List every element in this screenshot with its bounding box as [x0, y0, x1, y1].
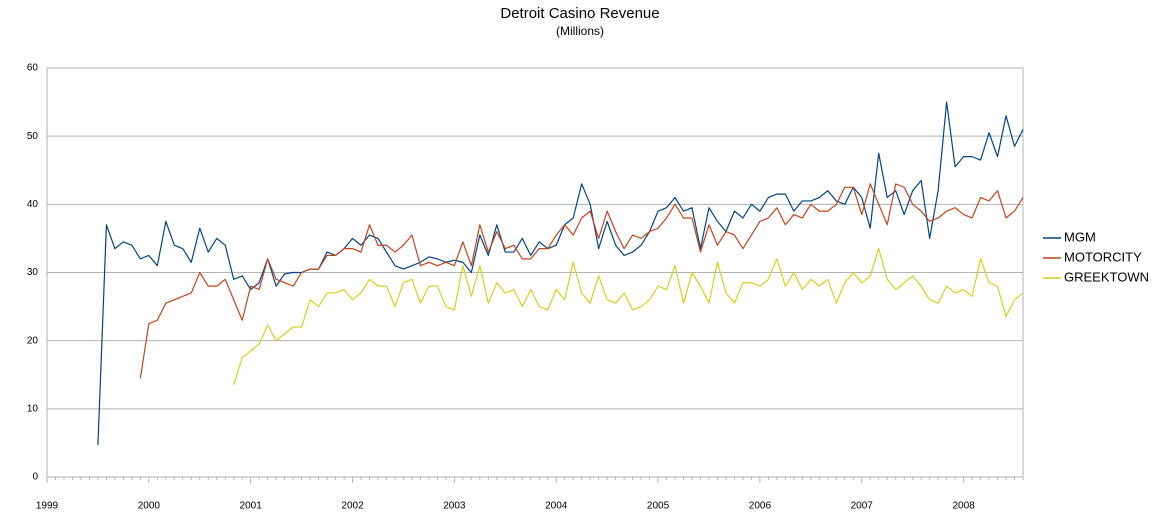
x-tick-label: 2003 [443, 501, 466, 512]
x-tick-label: 2000 [138, 501, 161, 512]
chart-title: Detroit Casino Revenue [500, 5, 659, 22]
x-tick-label: 2007 [851, 501, 874, 512]
x-tick-label: 2002 [341, 501, 364, 512]
legend-label: GREEKTOWN [1064, 269, 1149, 284]
y-tick-label: 20 [27, 335, 39, 346]
y-tick-label: 60 [27, 63, 39, 74]
chart-subtitle: (Millions) [556, 24, 604, 38]
y-tick-label: 10 [27, 403, 39, 414]
legend-label: MOTORCITY [1064, 249, 1142, 264]
series-line [233, 248, 1024, 386]
x-tick-label: 2001 [240, 501, 263, 512]
legend-label: MGM [1064, 229, 1096, 244]
x-tick-label: 2008 [952, 501, 975, 512]
series-line [139, 183, 1024, 379]
x-tick-label: 2004 [545, 501, 568, 512]
series-line [97, 101, 1024, 445]
y-tick-label: 30 [27, 267, 39, 278]
x-tick-label: 1999 [36, 501, 59, 512]
y-tick-label: 0 [32, 472, 38, 483]
x-tick-label: 2006 [749, 501, 772, 512]
y-tick-label: 50 [27, 131, 39, 142]
y-tick-label: 40 [27, 199, 39, 210]
x-tick-label: 2005 [647, 501, 670, 512]
